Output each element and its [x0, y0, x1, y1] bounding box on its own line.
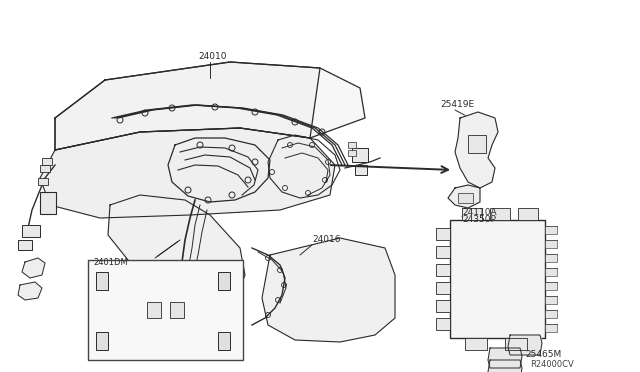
Bar — [96, 332, 108, 350]
Bar — [96, 272, 108, 290]
Bar — [545, 324, 557, 332]
Bar — [436, 318, 450, 330]
Bar — [465, 338, 487, 350]
Bar — [545, 226, 557, 234]
Bar — [518, 208, 538, 220]
Bar — [348, 150, 356, 156]
Bar — [355, 165, 367, 175]
Bar — [436, 282, 450, 294]
Polygon shape — [55, 62, 365, 150]
Bar — [42, 158, 52, 165]
Text: 24350P: 24350P — [462, 215, 496, 224]
Bar — [505, 338, 527, 350]
Bar — [436, 300, 450, 312]
Text: 25419E: 25419E — [440, 100, 474, 109]
Bar — [352, 148, 368, 162]
Bar — [436, 264, 450, 276]
Circle shape — [467, 196, 472, 201]
Polygon shape — [508, 335, 542, 355]
Bar — [38, 178, 48, 185]
Bar — [545, 240, 557, 248]
Text: 2401DM: 2401DM — [93, 258, 128, 267]
Bar — [462, 208, 482, 220]
Bar — [450, 220, 545, 338]
Bar — [458, 193, 473, 203]
Bar — [218, 332, 230, 350]
Polygon shape — [55, 62, 320, 150]
Bar — [545, 254, 557, 262]
Text: 24110A: 24110A — [462, 208, 497, 217]
Bar — [468, 135, 486, 153]
Polygon shape — [40, 128, 335, 218]
Polygon shape — [455, 112, 498, 188]
Polygon shape — [108, 195, 245, 318]
Bar — [40, 192, 56, 214]
Polygon shape — [488, 360, 522, 372]
Polygon shape — [18, 282, 42, 300]
Bar — [218, 272, 230, 290]
Bar — [436, 228, 450, 240]
Polygon shape — [448, 185, 480, 208]
Bar — [545, 268, 557, 276]
Bar — [40, 165, 50, 172]
Text: 25465M: 25465M — [525, 350, 561, 359]
Text: R24000CV: R24000CV — [530, 360, 573, 369]
Bar — [490, 208, 510, 220]
Bar — [436, 246, 450, 258]
Bar — [88, 260, 243, 360]
Bar — [22, 225, 40, 237]
Text: 24016: 24016 — [312, 235, 340, 244]
Bar — [18, 240, 32, 250]
Circle shape — [474, 140, 482, 148]
Bar — [147, 302, 161, 318]
Polygon shape — [22, 258, 45, 278]
Text: 24010: 24010 — [198, 52, 227, 61]
Bar — [348, 142, 356, 148]
Bar — [545, 310, 557, 318]
Bar — [545, 282, 557, 290]
Bar — [170, 302, 184, 318]
Polygon shape — [488, 348, 522, 368]
Polygon shape — [262, 238, 395, 342]
Bar — [545, 296, 557, 304]
